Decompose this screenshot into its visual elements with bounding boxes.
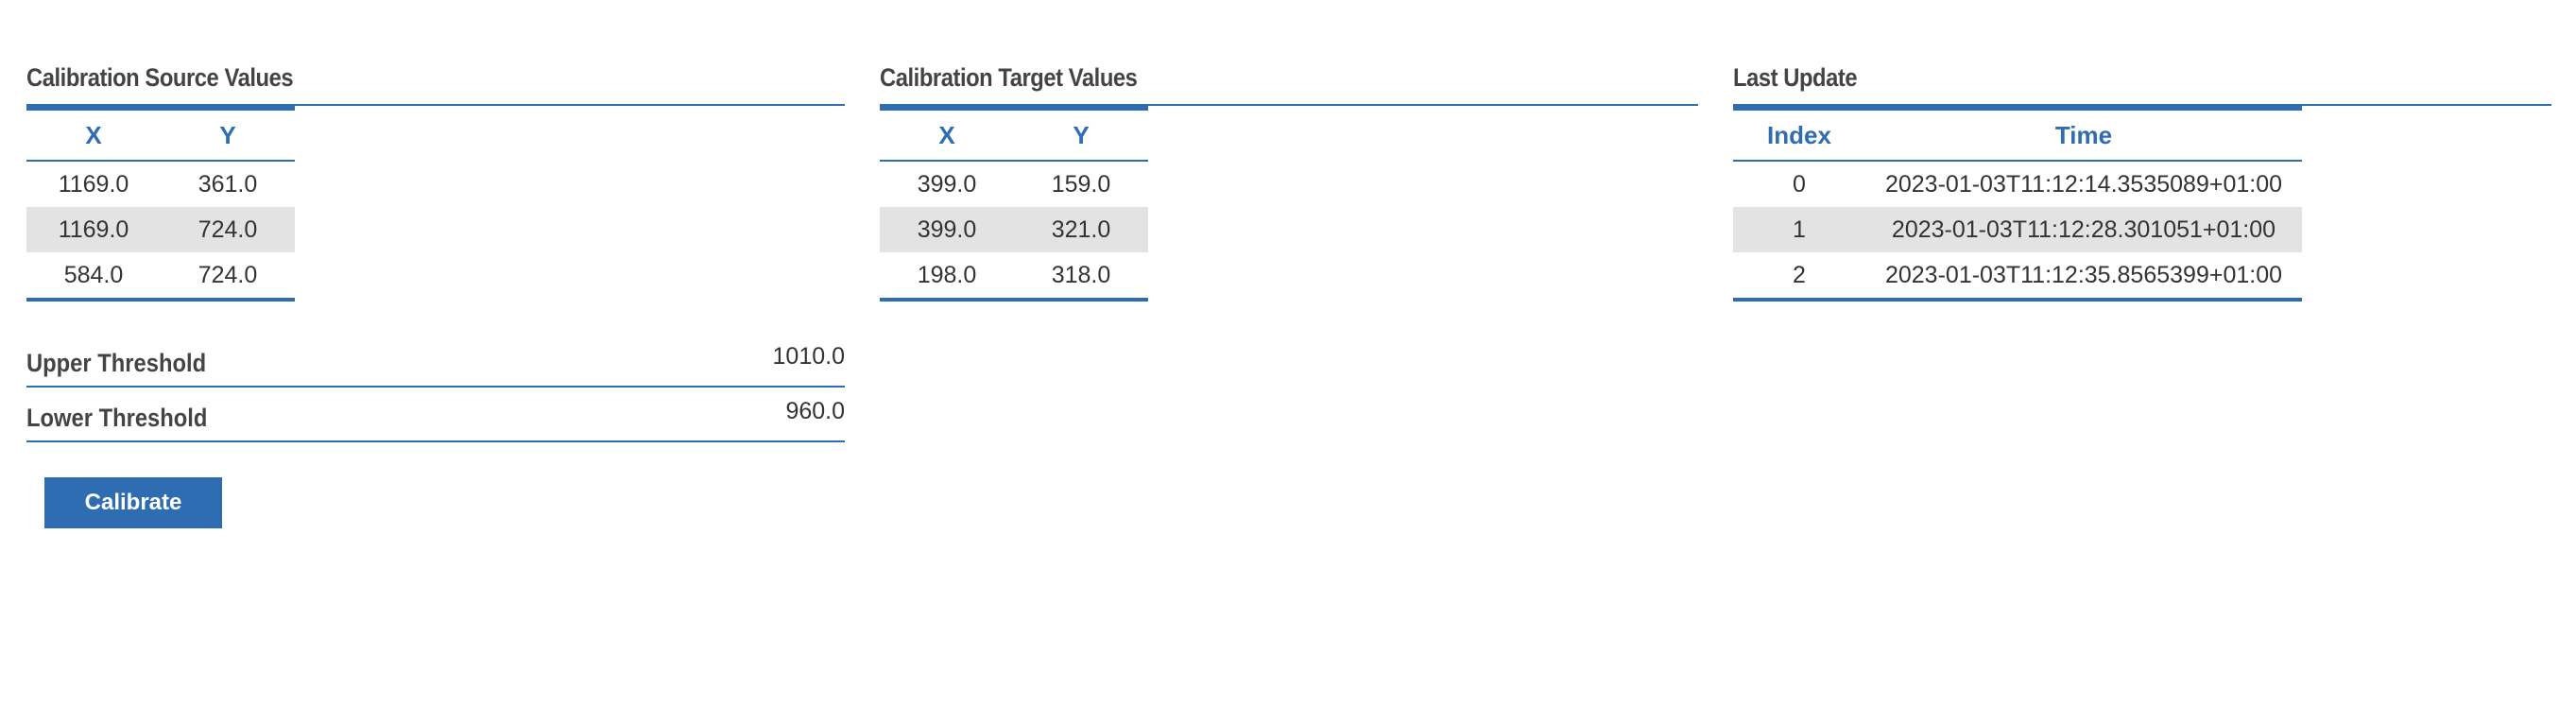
cell-y: 159.0 (1051, 170, 1111, 198)
column-header-y: Y (161, 106, 295, 162)
cell-x: 198.0 (880, 252, 1014, 302)
last-update-table: Index Time 0 2023-01-03T11:12:14.3535089… (1733, 106, 2302, 302)
table-header-row: X Y (26, 106, 295, 162)
cell-time: 2023-01-03T11:12:14.3535089+01:00 (1884, 170, 2283, 198)
cell-x: 1169.0 (26, 207, 161, 252)
column-header-y: Y (1014, 106, 1148, 162)
update-panel: Last Update Index Time 0 2023-01-03T11:1… (1733, 58, 2551, 302)
cell-y: 321.0 (1014, 207, 1148, 252)
target-values-table: X Y 399.0 159.0 399.0 321.0 198.0 318.0 (880, 106, 1148, 302)
source-panel-title: Calibration Source Values (26, 63, 294, 92)
source-values-table: X Y 1169.0 361.0 1169.0 724.0 584.0 724.… (26, 106, 295, 302)
table-row: 1169.0 724.0 (26, 207, 295, 252)
table-row: 1 2023-01-03T11:12:28.301051+01:00 (1733, 207, 2302, 252)
column-header-index: Index (1733, 106, 1865, 162)
cell-y: 724.0 (161, 252, 295, 302)
cell-y: 724.0 (161, 207, 295, 252)
cell-time: 2023-01-03T11:12:35.8565399+01:00 (1865, 252, 2302, 302)
target-panel-divider (880, 104, 1698, 106)
cell-y: 361.0 (197, 170, 258, 198)
upper-threshold-value: 1010.0 (772, 343, 845, 370)
upper-threshold-row: Upper Threshold 1010.0 (26, 333, 845, 388)
table-row: 0 2023-01-03T11:12:14.3535089+01:00 (1733, 161, 2302, 207)
target-panel-title: Calibration Target Values (880, 63, 1138, 92)
cell-y: 318.0 (1014, 252, 1148, 302)
column-header-x: X (880, 106, 1014, 162)
cell-x: 584.0 (26, 252, 161, 302)
table-row: 198.0 318.0 (880, 252, 1148, 302)
table-row: 584.0 724.0 (26, 252, 295, 302)
column-header-x: X (26, 106, 161, 162)
update-panel-divider (1733, 104, 2551, 106)
lower-threshold-value: 960.0 (785, 398, 845, 424)
table-row: 399.0 159.0 (880, 161, 1148, 207)
table-header-row: X Y (880, 106, 1148, 162)
cell-index: 2 (1733, 252, 1865, 302)
table-row: 1169.0 361.0 (26, 161, 295, 207)
table-row: 399.0 321.0 (880, 207, 1148, 252)
calibrate-button[interactable]: Calibrate (44, 477, 222, 528)
update-panel-title: Last Update (1733, 63, 1858, 92)
table-header-row: Index Time (1733, 106, 2302, 162)
column-header-time: Time (1865, 106, 2302, 162)
cell-index: 1 (1733, 207, 1865, 252)
lower-threshold-label: Lower Threshold (26, 404, 208, 432)
cell-x: 1169.0 (58, 170, 129, 198)
cell-time: 2023-01-03T11:12:28.301051+01:00 (1865, 207, 2302, 252)
lower-threshold-row: Lower Threshold 960.0 (26, 388, 845, 442)
source-panel: Calibration Source Values X Y 1169.0 361… (26, 58, 845, 302)
target-panel: Calibration Target Values X Y 399.0 159.… (880, 58, 1698, 302)
source-panel-divider (26, 104, 845, 106)
table-row: 2 2023-01-03T11:12:35.8565399+01:00 (1733, 252, 2302, 302)
cell-x: 399.0 (917, 170, 977, 198)
upper-threshold-label: Upper Threshold (26, 349, 207, 377)
cell-index: 0 (1793, 170, 1806, 198)
cell-x: 399.0 (880, 207, 1014, 252)
